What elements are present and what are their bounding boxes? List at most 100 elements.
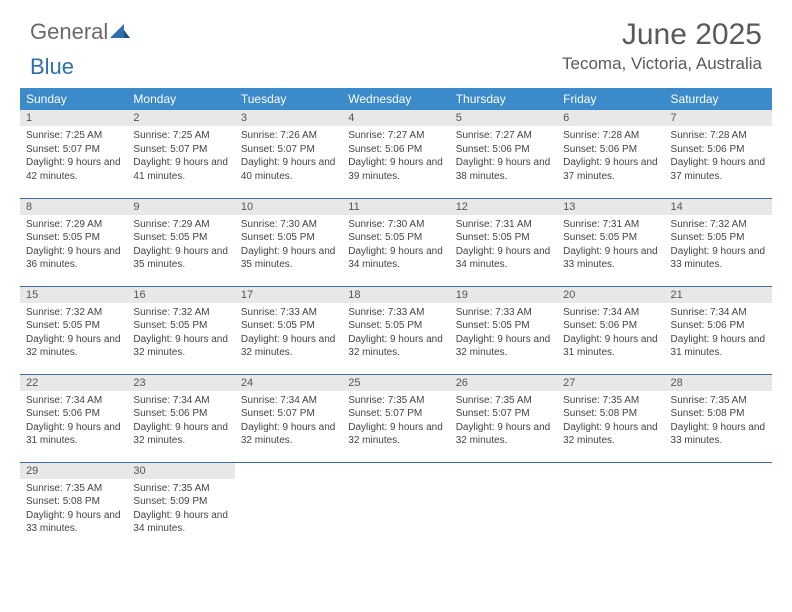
weekday-header: Saturday bbox=[665, 88, 772, 110]
day-cell: 18Sunrise: 7:33 AMSunset: 5:05 PMDayligh… bbox=[342, 286, 449, 374]
calendar-body: 1Sunrise: 7:25 AMSunset: 5:07 PMDaylight… bbox=[20, 110, 772, 550]
day-number: 29 bbox=[20, 463, 127, 479]
weekday-header: Friday bbox=[557, 88, 664, 110]
day-number: 16 bbox=[127, 287, 234, 303]
day-cell: 1Sunrise: 7:25 AMSunset: 5:07 PMDaylight… bbox=[20, 110, 127, 198]
day-details: Sunrise: 7:25 AMSunset: 5:07 PMDaylight:… bbox=[127, 126, 234, 187]
day-details: Sunrise: 7:34 AMSunset: 5:06 PMDaylight:… bbox=[665, 303, 772, 364]
day-details: Sunrise: 7:31 AMSunset: 5:05 PMDaylight:… bbox=[450, 215, 557, 276]
day-cell bbox=[557, 462, 664, 550]
day-cell: 8Sunrise: 7:29 AMSunset: 5:05 PMDaylight… bbox=[20, 198, 127, 286]
day-cell: 22Sunrise: 7:34 AMSunset: 5:06 PMDayligh… bbox=[20, 374, 127, 462]
day-cell: 27Sunrise: 7:35 AMSunset: 5:08 PMDayligh… bbox=[557, 374, 664, 462]
week-row: 8Sunrise: 7:29 AMSunset: 5:05 PMDaylight… bbox=[20, 198, 772, 286]
day-details: Sunrise: 7:29 AMSunset: 5:05 PMDaylight:… bbox=[127, 215, 234, 276]
day-number: 9 bbox=[127, 199, 234, 215]
day-cell: 2Sunrise: 7:25 AMSunset: 5:07 PMDaylight… bbox=[127, 110, 234, 198]
day-details: Sunrise: 7:33 AMSunset: 5:05 PMDaylight:… bbox=[342, 303, 449, 364]
day-number: 27 bbox=[557, 375, 664, 391]
day-cell: 13Sunrise: 7:31 AMSunset: 5:05 PMDayligh… bbox=[557, 198, 664, 286]
day-details: Sunrise: 7:35 AMSunset: 5:08 PMDaylight:… bbox=[20, 479, 127, 540]
day-number: 19 bbox=[450, 287, 557, 303]
day-cell: 14Sunrise: 7:32 AMSunset: 5:05 PMDayligh… bbox=[665, 198, 772, 286]
day-details: Sunrise: 7:33 AMSunset: 5:05 PMDaylight:… bbox=[450, 303, 557, 364]
day-details: Sunrise: 7:35 AMSunset: 5:09 PMDaylight:… bbox=[127, 479, 234, 540]
week-row: 29Sunrise: 7:35 AMSunset: 5:08 PMDayligh… bbox=[20, 462, 772, 550]
calendar-table: SundayMondayTuesdayWednesdayThursdayFrid… bbox=[20, 88, 772, 550]
day-details: Sunrise: 7:32 AMSunset: 5:05 PMDaylight:… bbox=[20, 303, 127, 364]
day-details: Sunrise: 7:35 AMSunset: 5:08 PMDaylight:… bbox=[557, 391, 664, 452]
weekday-header: Thursday bbox=[450, 88, 557, 110]
week-row: 1Sunrise: 7:25 AMSunset: 5:07 PMDaylight… bbox=[20, 110, 772, 198]
day-details: Sunrise: 7:25 AMSunset: 5:07 PMDaylight:… bbox=[20, 126, 127, 187]
day-cell: 16Sunrise: 7:32 AMSunset: 5:05 PMDayligh… bbox=[127, 286, 234, 374]
day-cell: 24Sunrise: 7:34 AMSunset: 5:07 PMDayligh… bbox=[235, 374, 342, 462]
day-details: Sunrise: 7:34 AMSunset: 5:06 PMDaylight:… bbox=[127, 391, 234, 452]
day-number: 15 bbox=[20, 287, 127, 303]
day-number: 8 bbox=[20, 199, 127, 215]
logo-text-blue: Blue bbox=[30, 54, 782, 80]
day-cell: 26Sunrise: 7:35 AMSunset: 5:07 PMDayligh… bbox=[450, 374, 557, 462]
day-cell: 21Sunrise: 7:34 AMSunset: 5:06 PMDayligh… bbox=[665, 286, 772, 374]
day-cell: 7Sunrise: 7:28 AMSunset: 5:06 PMDaylight… bbox=[665, 110, 772, 198]
day-cell: 10Sunrise: 7:30 AMSunset: 5:05 PMDayligh… bbox=[235, 198, 342, 286]
day-number: 2 bbox=[127, 110, 234, 126]
day-cell: 6Sunrise: 7:28 AMSunset: 5:06 PMDaylight… bbox=[557, 110, 664, 198]
day-cell: 20Sunrise: 7:34 AMSunset: 5:06 PMDayligh… bbox=[557, 286, 664, 374]
month-title: June 2025 bbox=[562, 18, 762, 52]
day-details: Sunrise: 7:32 AMSunset: 5:05 PMDaylight:… bbox=[127, 303, 234, 364]
day-details: Sunrise: 7:26 AMSunset: 5:07 PMDaylight:… bbox=[235, 126, 342, 187]
day-number: 25 bbox=[342, 375, 449, 391]
day-number: 22 bbox=[20, 375, 127, 391]
week-row: 15Sunrise: 7:32 AMSunset: 5:05 PMDayligh… bbox=[20, 286, 772, 374]
day-number: 4 bbox=[342, 110, 449, 126]
day-cell: 30Sunrise: 7:35 AMSunset: 5:09 PMDayligh… bbox=[127, 462, 234, 550]
day-number: 23 bbox=[127, 375, 234, 391]
day-cell: 12Sunrise: 7:31 AMSunset: 5:05 PMDayligh… bbox=[450, 198, 557, 286]
day-number: 1 bbox=[20, 110, 127, 126]
day-cell bbox=[665, 462, 772, 550]
day-details: Sunrise: 7:27 AMSunset: 5:06 PMDaylight:… bbox=[450, 126, 557, 187]
day-details: Sunrise: 7:33 AMSunset: 5:05 PMDaylight:… bbox=[235, 303, 342, 364]
day-details: Sunrise: 7:27 AMSunset: 5:06 PMDaylight:… bbox=[342, 126, 449, 187]
day-number: 17 bbox=[235, 287, 342, 303]
day-cell: 28Sunrise: 7:35 AMSunset: 5:08 PMDayligh… bbox=[665, 374, 772, 462]
day-number: 24 bbox=[235, 375, 342, 391]
day-number: 13 bbox=[557, 199, 664, 215]
day-cell: 17Sunrise: 7:33 AMSunset: 5:05 PMDayligh… bbox=[235, 286, 342, 374]
day-number: 7 bbox=[665, 110, 772, 126]
logo: General bbox=[20, 18, 134, 46]
logo-text-general: General bbox=[30, 19, 108, 45]
logo-sail-icon bbox=[110, 18, 130, 44]
day-details: Sunrise: 7:29 AMSunset: 5:05 PMDaylight:… bbox=[20, 215, 127, 276]
day-number: 12 bbox=[450, 199, 557, 215]
day-cell: 19Sunrise: 7:33 AMSunset: 5:05 PMDayligh… bbox=[450, 286, 557, 374]
day-details: Sunrise: 7:31 AMSunset: 5:05 PMDaylight:… bbox=[557, 215, 664, 276]
weekday-header: Tuesday bbox=[235, 88, 342, 110]
day-details: Sunrise: 7:28 AMSunset: 5:06 PMDaylight:… bbox=[557, 126, 664, 187]
day-number: 3 bbox=[235, 110, 342, 126]
weekday-header: Monday bbox=[127, 88, 234, 110]
day-cell bbox=[450, 462, 557, 550]
day-cell: 3Sunrise: 7:26 AMSunset: 5:07 PMDaylight… bbox=[235, 110, 342, 198]
week-row: 22Sunrise: 7:34 AMSunset: 5:06 PMDayligh… bbox=[20, 374, 772, 462]
day-number: 30 bbox=[127, 463, 234, 479]
day-number: 20 bbox=[557, 287, 664, 303]
day-cell: 15Sunrise: 7:32 AMSunset: 5:05 PMDayligh… bbox=[20, 286, 127, 374]
day-number: 14 bbox=[665, 199, 772, 215]
day-cell: 29Sunrise: 7:35 AMSunset: 5:08 PMDayligh… bbox=[20, 462, 127, 550]
day-details: Sunrise: 7:35 AMSunset: 5:07 PMDaylight:… bbox=[342, 391, 449, 452]
day-number: 28 bbox=[665, 375, 772, 391]
day-details: Sunrise: 7:28 AMSunset: 5:06 PMDaylight:… bbox=[665, 126, 772, 187]
day-details: Sunrise: 7:30 AMSunset: 5:05 PMDaylight:… bbox=[235, 215, 342, 276]
weekday-header: Wednesday bbox=[342, 88, 449, 110]
day-number: 6 bbox=[557, 110, 664, 126]
day-cell: 11Sunrise: 7:30 AMSunset: 5:05 PMDayligh… bbox=[342, 198, 449, 286]
day-details: Sunrise: 7:35 AMSunset: 5:07 PMDaylight:… bbox=[450, 391, 557, 452]
day-cell: 4Sunrise: 7:27 AMSunset: 5:06 PMDaylight… bbox=[342, 110, 449, 198]
day-details: Sunrise: 7:34 AMSunset: 5:06 PMDaylight:… bbox=[20, 391, 127, 452]
weekday-header-row: SundayMondayTuesdayWednesdayThursdayFrid… bbox=[20, 88, 772, 110]
day-number: 10 bbox=[235, 199, 342, 215]
day-cell: 25Sunrise: 7:35 AMSunset: 5:07 PMDayligh… bbox=[342, 374, 449, 462]
day-details: Sunrise: 7:32 AMSunset: 5:05 PMDaylight:… bbox=[665, 215, 772, 276]
